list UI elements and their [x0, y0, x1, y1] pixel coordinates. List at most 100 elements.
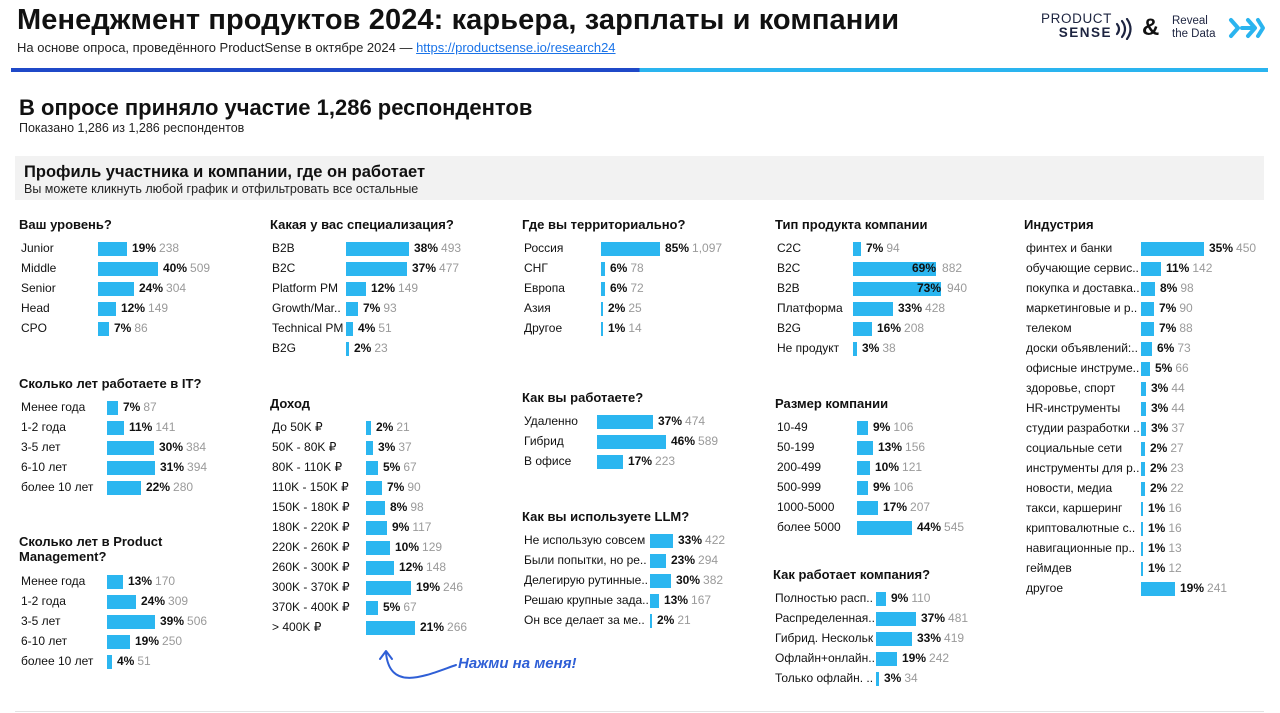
bar[interactable] — [366, 441, 373, 455]
bar-row[interactable]: 80K - 110K ₽ 5% 67 — [270, 458, 510, 478]
bar[interactable] — [346, 302, 358, 316]
bar-row[interactable]: Европа 6% 72 — [522, 279, 762, 299]
bar-row[interactable]: криптовалютные с.. 1% 16 — [1024, 519, 1264, 539]
bar[interactable] — [107, 421, 124, 435]
bar-row[interactable]: Technical PM 4% 51 — [270, 319, 510, 339]
bar[interactable] — [1141, 362, 1150, 376]
bar[interactable] — [597, 435, 666, 449]
bar-row[interactable]: маркетинговые и р.. 7% 90 — [1024, 299, 1264, 319]
bar[interactable] — [346, 242, 409, 256]
bar-row[interactable]: навигационные пр.. 1% 13 — [1024, 539, 1264, 559]
bar[interactable] — [1141, 422, 1146, 436]
bar-row[interactable]: СНГ 6% 78 — [522, 259, 762, 279]
bar[interactable] — [601, 302, 603, 316]
bar[interactable] — [876, 672, 879, 686]
bar-row[interactable]: B2G 16% 208 — [775, 319, 1015, 339]
bar[interactable] — [597, 455, 623, 469]
bar-row[interactable]: HR-инструменты 3% 44 — [1024, 399, 1264, 419]
bar-row[interactable]: геймдев 1% 12 — [1024, 559, 1264, 579]
bar-row[interactable]: 1-2 года 11% 141 — [19, 418, 259, 438]
bar-row[interactable]: 500-999 9% 106 — [775, 478, 1015, 498]
bar-row[interactable]: социальные сети 2% 27 — [1024, 439, 1264, 459]
bar[interactable] — [107, 635, 130, 649]
bar-row[interactable]: Полностью расп.. 9% 110 — [773, 589, 1013, 609]
bar[interactable] — [366, 521, 387, 535]
bar[interactable] — [876, 632, 912, 646]
productsense-logo[interactable]: PRODUCT SENSE — [1040, 12, 1112, 40]
bar[interactable] — [1141, 342, 1152, 356]
bar[interactable] — [650, 534, 673, 548]
bar-row[interactable]: Были попытки, но ре.. 23% 294 — [522, 551, 762, 571]
bar-row[interactable]: Гибрид. Нескольк.. 33% 419 — [773, 629, 1013, 649]
bar-row[interactable]: Middle 40% 509 — [19, 259, 259, 279]
bar[interactable] — [1141, 582, 1175, 596]
bar-row[interactable]: Не продукт 3% 38 — [775, 339, 1015, 359]
bar[interactable] — [346, 322, 353, 336]
bar[interactable] — [1141, 402, 1146, 416]
bar[interactable] — [366, 621, 415, 635]
bar[interactable] — [876, 652, 897, 666]
bar-row[interactable]: B2C 69% 882 — [775, 259, 1015, 279]
bar-row[interactable]: Junior 19% 238 — [19, 239, 259, 259]
bar[interactable] — [98, 242, 127, 256]
bar[interactable] — [366, 601, 378, 615]
bar[interactable] — [857, 421, 868, 435]
bar-row[interactable]: B2C 37% 477 — [270, 259, 510, 279]
bar-row[interactable]: До 50K ₽ 2% 21 — [270, 418, 510, 438]
bar[interactable] — [857, 441, 873, 455]
bar[interactable] — [853, 342, 857, 356]
bar-row[interactable]: Гибрид 46% 589 — [522, 432, 762, 452]
bar-row[interactable]: B2B 73% 940 — [775, 279, 1015, 299]
bar-row[interactable]: C2C 7% 94 — [775, 239, 1015, 259]
bar[interactable] — [346, 342, 349, 356]
bar-row[interactable]: Platform PM 12% 149 — [270, 279, 510, 299]
bar-row[interactable]: Решаю крупные зада.. 13% 167 — [522, 591, 762, 611]
bar-row[interactable]: Он все делает за ме.. 2% 21 — [522, 611, 762, 631]
bar[interactable] — [601, 242, 660, 256]
bar-row[interactable]: Делегирую рутинные.. 30% 382 — [522, 571, 762, 591]
bar[interactable] — [1141, 462, 1145, 476]
bar-row[interactable]: B2G 2% 23 — [270, 339, 510, 359]
bar-row[interactable]: CPO 7% 86 — [19, 319, 259, 339]
bar[interactable] — [366, 581, 411, 595]
bar[interactable] — [650, 614, 652, 628]
bar[interactable] — [876, 612, 916, 626]
bar[interactable] — [1141, 482, 1145, 496]
bar-row[interactable]: новости, медиа 2% 22 — [1024, 479, 1264, 499]
bar[interactable] — [366, 481, 382, 495]
bar-row[interactable]: 180K - 220K ₽ 9% 117 — [270, 518, 510, 538]
bar[interactable] — [601, 322, 603, 336]
bar-row[interactable]: 220K - 260K ₽ 10% 129 — [270, 538, 510, 558]
bar-row[interactable]: 150K - 180K ₽ 8% 98 — [270, 498, 510, 518]
bar-row[interactable]: Офлайн+онлайн.. 19% 242 — [773, 649, 1013, 669]
bar-row[interactable]: 6-10 лет 31% 394 — [19, 458, 259, 478]
bar-row[interactable]: Азия 2% 25 — [522, 299, 762, 319]
bar-row[interactable]: Менее года 7% 87 — [19, 398, 259, 418]
bar-row[interactable]: Senior 24% 304 — [19, 279, 259, 299]
bar-row[interactable]: > 400K ₽ 21% 266 — [270, 618, 510, 638]
bar[interactable] — [601, 282, 605, 296]
bar-row[interactable]: финтех и банки 35% 450 — [1024, 239, 1264, 259]
bar-row[interactable]: 1-2 года 24% 309 — [19, 592, 259, 612]
bar[interactable] — [1141, 382, 1146, 396]
bar-row[interactable]: доски объявлений:.. 6% 73 — [1024, 339, 1264, 359]
bar-row[interactable]: здоровье, спорт 3% 44 — [1024, 379, 1264, 399]
bar[interactable] — [853, 302, 893, 316]
bar[interactable] — [107, 655, 112, 669]
bar-row[interactable]: другое 19% 241 — [1024, 579, 1264, 599]
bar-row[interactable]: 200-499 10% 121 — [775, 458, 1015, 478]
bar[interactable] — [1141, 262, 1161, 276]
bar-row[interactable]: студии разработки .. 3% 37 — [1024, 419, 1264, 439]
bar[interactable] — [98, 282, 134, 296]
bar-row[interactable]: Только офлайн. .. 3% 34 — [773, 669, 1013, 689]
bar[interactable] — [98, 322, 109, 336]
bar-row[interactable]: Платформа 33% 428 — [775, 299, 1015, 319]
bar-row[interactable]: Другое 1% 14 — [522, 319, 762, 339]
bar-row[interactable]: 260K - 300K ₽ 12% 148 — [270, 558, 510, 578]
bar[interactable] — [853, 242, 861, 256]
bar-row[interactable]: 10-49 9% 106 — [775, 418, 1015, 438]
bar-row[interactable]: инструменты для р.. 2% 23 — [1024, 459, 1264, 479]
bar-row[interactable]: более 10 лет 4% 51 — [19, 652, 259, 672]
bar-row[interactable]: Распределенная.. 37% 481 — [773, 609, 1013, 629]
bar-row[interactable]: Удаленно 37% 474 — [522, 412, 762, 432]
